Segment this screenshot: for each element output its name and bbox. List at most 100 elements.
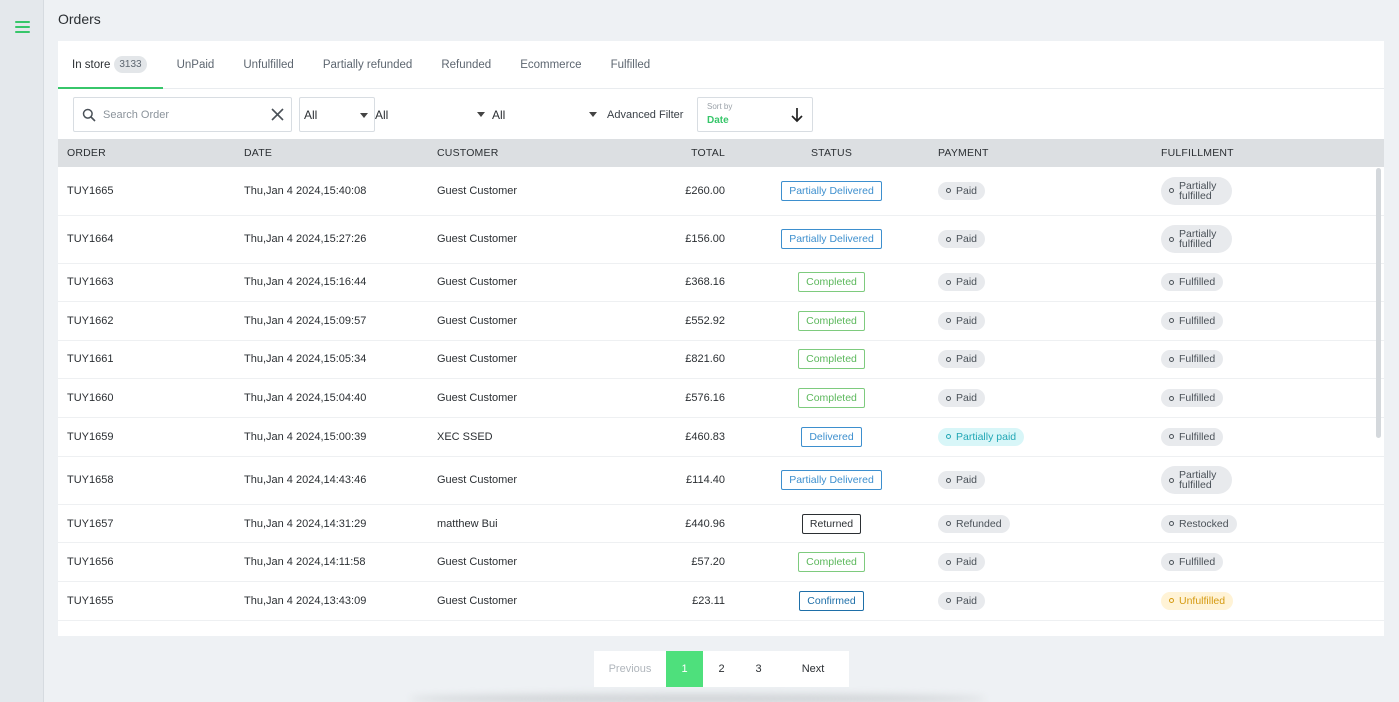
previous-page-button[interactable]: Previous xyxy=(608,663,652,675)
chevron-down-icon xyxy=(477,112,485,117)
fulfillment-label: Fulfilled xyxy=(1179,556,1216,569)
fulfillment-cell: Unfulfilled xyxy=(1152,581,1384,621)
order-id-cell[interactable]: TUY1662 xyxy=(58,301,235,341)
fulfillment-badge: Fulfilled xyxy=(1161,389,1224,408)
table-row[interactable]: TUY1664 Thu,Jan 4 2024,15:27:26 Guest Cust… xyxy=(58,215,1384,264)
sort-by-button[interactable]: Sort by Date xyxy=(697,97,813,132)
order-id-cell[interactable]: TUY1657 xyxy=(58,504,235,544)
payment-badge: Paid xyxy=(938,230,986,248)
status-cell: Completed xyxy=(734,263,929,303)
order-id-cell[interactable]: TUY1663 xyxy=(58,263,235,303)
payment-cell: Paid xyxy=(929,167,1152,216)
payment-badge: Paid xyxy=(938,350,986,369)
order-id-cell[interactable]: TUY1664 xyxy=(58,215,235,264)
table-row[interactable]: TUY1659 Thu,Jan 4 2024,15:00:39 XEC SSED £4… xyxy=(58,417,1384,457)
filter-select-1[interactable]: All xyxy=(299,97,375,132)
circle-icon xyxy=(946,434,951,440)
fulfillment-label: Partially fulfilled xyxy=(1179,469,1217,492)
circle-icon xyxy=(946,356,951,362)
circle-icon xyxy=(1169,395,1174,401)
status-badge: Partially Delivered xyxy=(781,180,882,201)
page-button-3[interactable]: 3 xyxy=(755,663,762,675)
column-header-total[interactable]: TOTAL xyxy=(573,139,734,167)
customer-cell: Guest Customer xyxy=(428,378,573,418)
fulfillment-badge: Partially fulfilled xyxy=(1161,225,1233,253)
customer-cell: Guest Customer xyxy=(428,542,573,583)
tab-in-store[interactable]: In store 3133 xyxy=(58,41,163,89)
left-rail xyxy=(0,0,44,702)
status-badge: Partially Delivered xyxy=(781,470,882,491)
tab-fulfilled[interactable]: Fulfilled xyxy=(610,58,651,71)
customer-cell: Guest Customer xyxy=(428,167,573,216)
table-row[interactable]: TUY1656 Thu,Jan 4 2024,14:11:58 Guest Cust… xyxy=(58,542,1384,583)
table-row[interactable]: TUY1661 Thu,Jan 4 2024,15:05:34 Guest Cust… xyxy=(58,340,1384,380)
circle-icon xyxy=(1169,188,1174,194)
fulfillment-badge: Partially fulfilled xyxy=(1161,466,1233,495)
payment-label: Paid xyxy=(956,474,978,487)
scrollbar[interactable] xyxy=(1376,168,1381,438)
table-row[interactable]: TUY1662 Thu,Jan 4 2024,15:09:57 Guest Cust… xyxy=(58,301,1384,341)
order-id-cell[interactable]: TUY1659 xyxy=(58,417,235,457)
fulfillment-cell: Fulfilled xyxy=(1152,301,1384,341)
search-input[interactable] xyxy=(103,108,263,121)
table-row[interactable]: TUY1660 Thu,Jan 4 2024,15:04:40 Guest Cust… xyxy=(58,378,1384,418)
order-id-cell[interactable]: TUY1655 xyxy=(58,581,235,621)
tab-bar: In store 3133 UnPaid Unfulfilled Partial… xyxy=(58,41,1384,89)
tab-partially-refunded[interactable]: Partially refunded xyxy=(322,58,413,71)
status-cell: Completed xyxy=(734,542,929,583)
status-badge: Completed xyxy=(798,388,865,409)
circle-icon xyxy=(1169,356,1174,362)
status-badge: Completed xyxy=(798,349,865,370)
page-title: Orders xyxy=(58,11,101,27)
table-header-row: ORDER DATE CUSTOMER TOTAL STATUS PAYMENT… xyxy=(58,139,1384,167)
order-id-cell[interactable]: TUY1661 xyxy=(58,340,235,380)
next-page-button[interactable]: Next xyxy=(801,663,825,675)
customer-cell: Guest Customer xyxy=(428,581,573,621)
fulfillment-label: Fulfilled xyxy=(1179,392,1216,405)
table-row[interactable]: TUY1655 Thu,Jan 4 2024,13:43:09 Guest Cust… xyxy=(58,581,1384,621)
payment-cell: Paid xyxy=(929,456,1152,505)
filter-select-3[interactable]: All xyxy=(492,97,603,132)
payment-cell: Partially paid xyxy=(929,417,1152,457)
total-cell: £440.96 xyxy=(573,504,734,544)
table-row[interactable]: TUY1658 Thu,Jan 4 2024,14:43:46 Guest Cust… xyxy=(58,456,1384,505)
customer-cell: Guest Customer xyxy=(428,340,573,380)
column-header-date[interactable]: DATE xyxy=(235,139,428,167)
filter-select-2[interactable]: All xyxy=(375,97,491,132)
total-cell: £821.60 xyxy=(573,340,734,380)
tab-unfulfilled[interactable]: Unfulfilled xyxy=(243,58,294,71)
fulfillment-label: Partially fulfilled xyxy=(1179,228,1217,250)
page-button-1[interactable]: 1 xyxy=(666,651,703,687)
filter-bar: All All All Advanced Filter Sort by Date xyxy=(58,89,1384,139)
total-cell: £57.20 xyxy=(573,542,734,583)
column-header-payment[interactable]: PAYMENT xyxy=(929,139,1152,167)
circle-icon xyxy=(946,598,951,604)
page-button-2[interactable]: 2 xyxy=(718,663,725,675)
table-row[interactable]: TUY1665 Thu,Jan 4 2024,15:40:08 Guest Cust… xyxy=(58,167,1384,216)
fulfillment-cell: Fulfilled xyxy=(1152,542,1384,583)
payment-cell: Paid xyxy=(929,263,1152,303)
pagination: Previous 1 2 3 Next xyxy=(594,651,849,687)
close-icon[interactable] xyxy=(271,108,284,121)
column-header-status[interactable]: STATUS xyxy=(734,139,929,167)
order-id-cell[interactable]: TUY1658 xyxy=(58,456,235,505)
advanced-filter-button[interactable]: Advanced Filter xyxy=(607,108,684,121)
column-header-fulfillment[interactable]: FULFILLMENT xyxy=(1152,139,1384,167)
fulfillment-cell: Partially fulfilled xyxy=(1152,167,1384,216)
column-header-customer[interactable]: CUSTOMER xyxy=(428,139,573,167)
menu-icon[interactable] xyxy=(15,21,30,33)
order-id-cell[interactable]: TUY1665 xyxy=(58,167,235,216)
order-id-cell[interactable]: TUY1656 xyxy=(58,542,235,583)
payment-cell: Paid xyxy=(929,542,1152,583)
tab-unpaid[interactable]: UnPaid xyxy=(176,58,215,71)
payment-cell: Refunded xyxy=(929,504,1152,544)
date-cell: Thu,Jan 4 2024,13:43:09 xyxy=(235,581,428,621)
table-row[interactable]: TUY1657 Thu,Jan 4 2024,14:31:29 matthew Bu… xyxy=(58,504,1384,544)
column-header-order[interactable]: ORDER xyxy=(58,139,235,167)
circle-icon xyxy=(946,188,951,194)
tab-ecommerce[interactable]: Ecommerce xyxy=(520,58,582,71)
tab-refunded[interactable]: Refunded xyxy=(441,58,492,71)
payment-label: Paid xyxy=(956,353,978,366)
order-id-cell[interactable]: TUY1660 xyxy=(58,378,235,418)
table-row[interactable]: TUY1663 Thu,Jan 4 2024,15:16:44 Guest Cust… xyxy=(58,263,1384,303)
